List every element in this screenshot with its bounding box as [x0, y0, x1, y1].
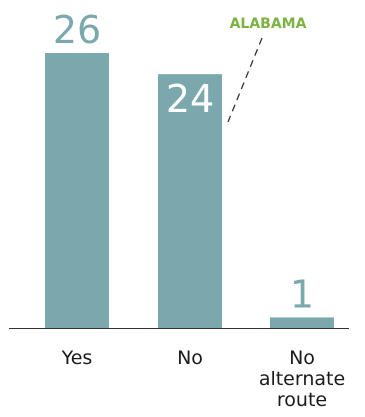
category-label-0: Yes	[61, 347, 93, 369]
annotation-label: ALABAMA	[230, 16, 307, 32]
category-label-2: No alternate route	[259, 347, 345, 411]
bar-1	[158, 74, 222, 329]
bar-0	[45, 53, 109, 328]
value-label-1: 24	[166, 77, 214, 121]
annotation-leader-line	[227, 37, 263, 123]
category-label-1: No	[177, 347, 203, 369]
bar-2	[270, 317, 334, 328]
value-label-0: 26	[53, 8, 101, 52]
value-label-2: 1	[290, 272, 314, 316]
